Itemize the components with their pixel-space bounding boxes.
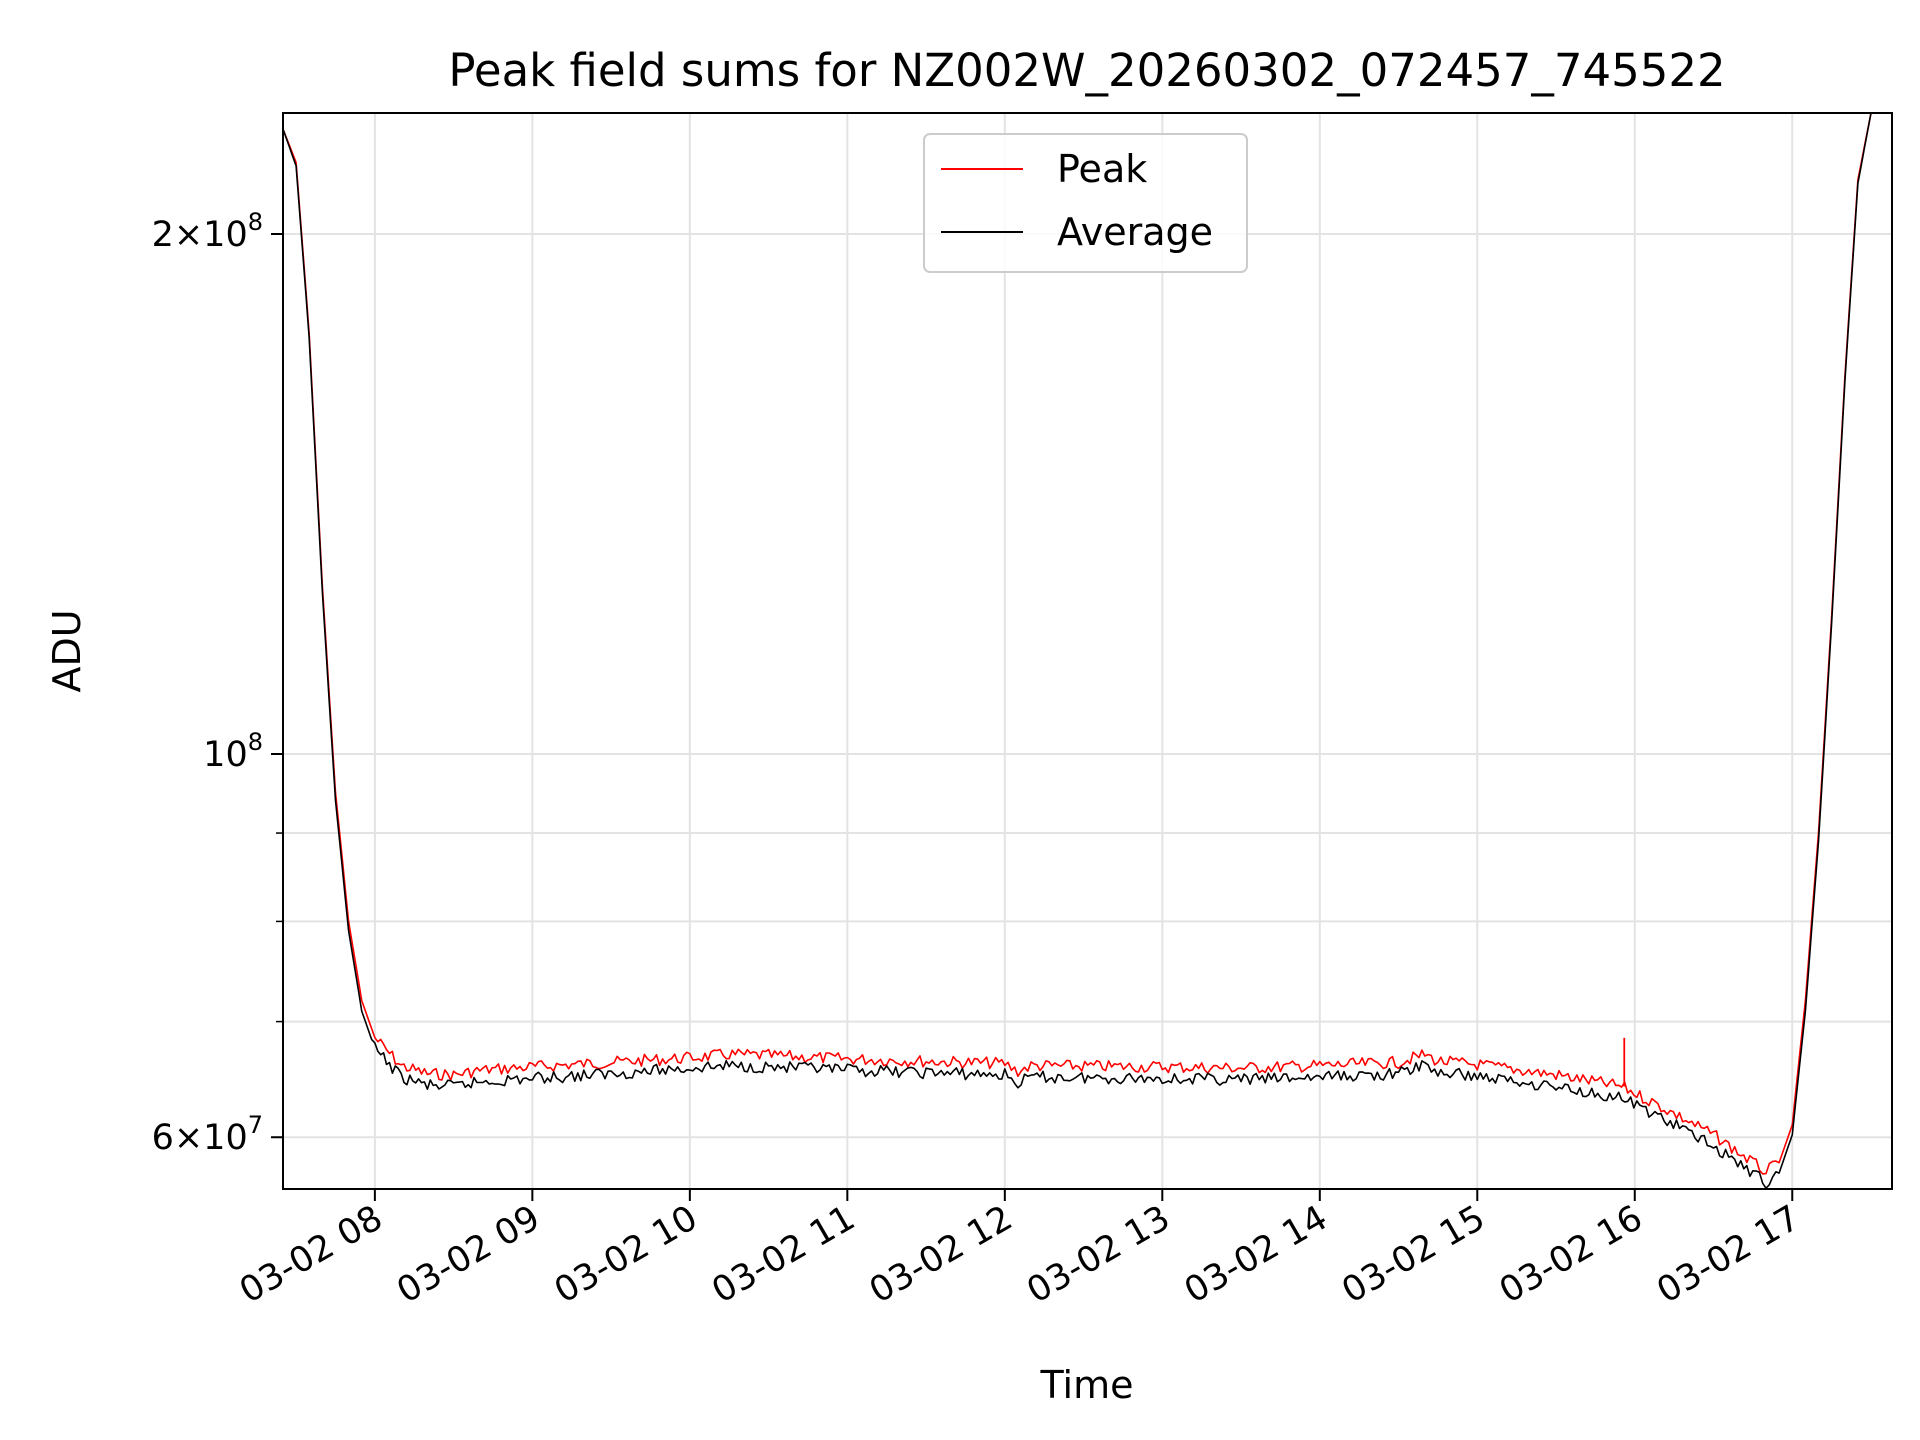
legend-label-peak: Peak bbox=[1057, 147, 1147, 191]
y-tick-label: 6×107 bbox=[152, 1111, 263, 1158]
series-group bbox=[283, 113, 1872, 1189]
legend-label-average: Average bbox=[1057, 210, 1213, 254]
y-tick-label: 108 bbox=[203, 728, 263, 775]
plot-frame bbox=[282, 112, 1893, 1190]
chart-title: Peak field sums for NZ002W_20260302_0724… bbox=[448, 44, 1725, 97]
x-axis-label: Time bbox=[1040, 1363, 1134, 1407]
series-line-peak bbox=[283, 113, 1872, 1175]
series-line-average bbox=[283, 113, 1872, 1189]
y-tick-label: 2×108 bbox=[152, 208, 263, 255]
grid bbox=[283, 113, 1892, 1189]
y-axis-label: ADU bbox=[45, 609, 89, 692]
legend: Peak Average bbox=[923, 133, 1248, 273]
y-axis: 6×107 108 2×108 bbox=[152, 208, 283, 1158]
